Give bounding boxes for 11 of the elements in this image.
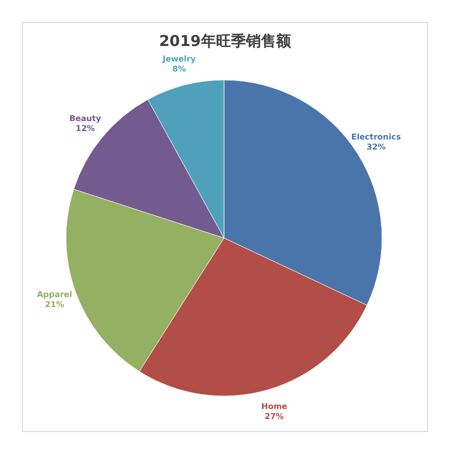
data-label: 32% [366, 142, 386, 152]
slice-label: Beauty [69, 114, 102, 124]
chart-title: 2019年旺季销售额 [159, 32, 292, 50]
slice-label: Apparel [36, 290, 72, 300]
slice-label: Home [261, 402, 288, 411]
data-label: 21% [44, 300, 64, 310]
slice-label: Jewelry [162, 54, 197, 64]
data-label: 12% [76, 124, 95, 134]
slice-label: Electronics [351, 132, 402, 142]
data-label: 27% [264, 412, 284, 421]
data-label: 8% [172, 64, 186, 74]
